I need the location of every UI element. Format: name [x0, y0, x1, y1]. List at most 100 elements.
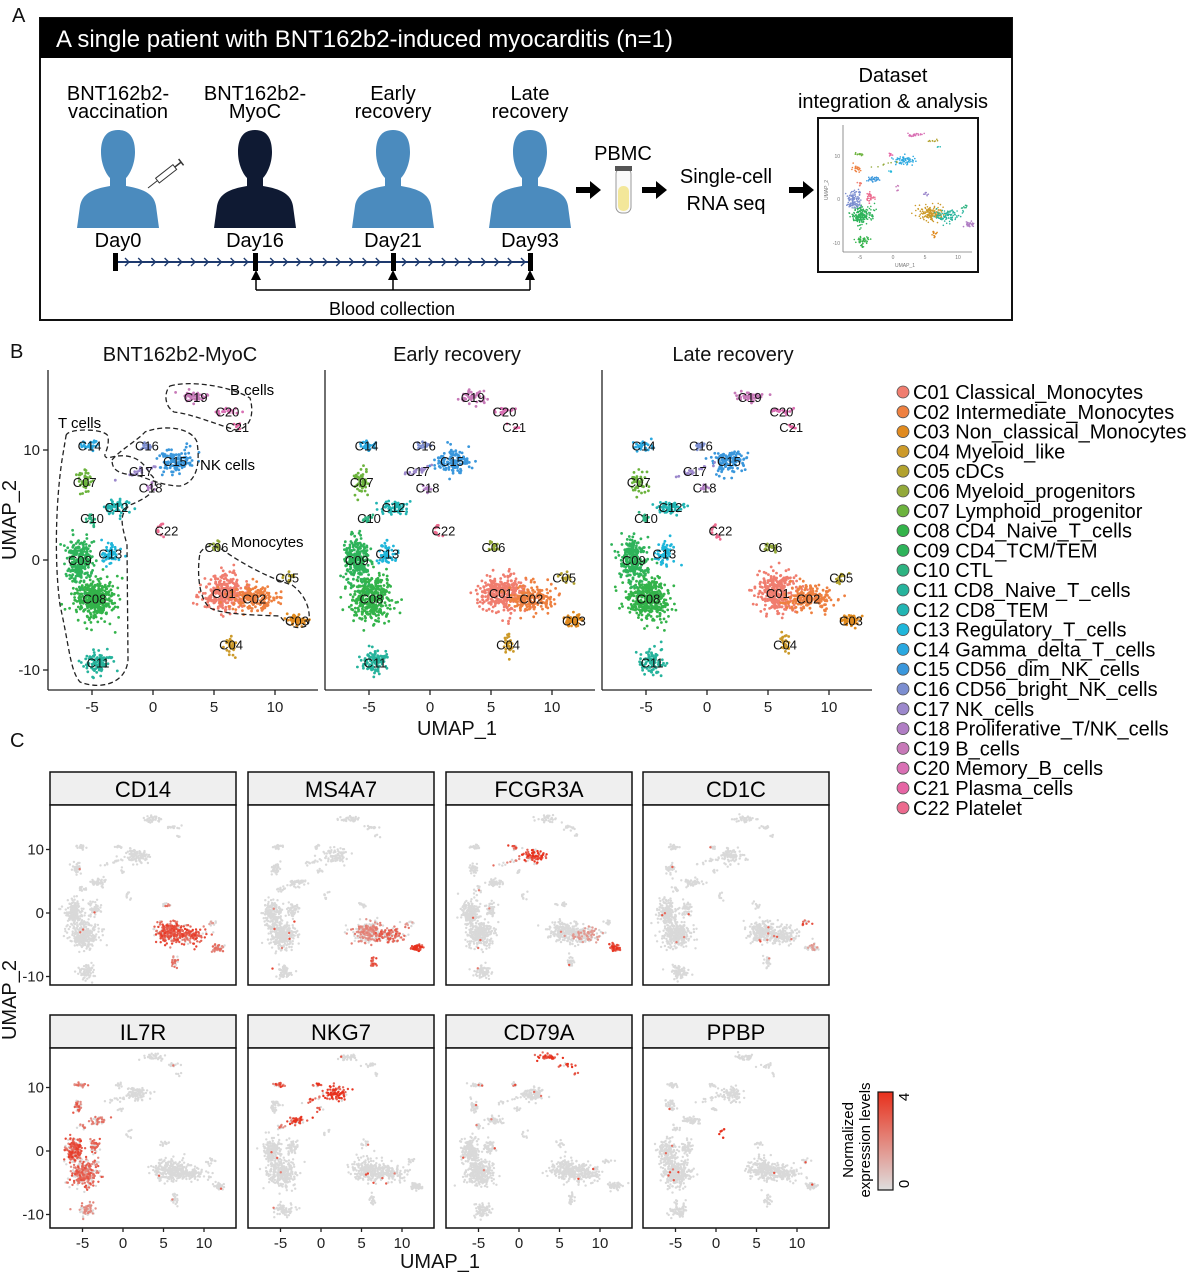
umap-point: [964, 207, 966, 209]
umap-point: [899, 157, 901, 160]
umap-point: [230, 579, 234, 582]
umap-point: [851, 213, 853, 216]
umap-point: [868, 195, 870, 197]
umap-point: [851, 197, 854, 199]
umap-point: [478, 600, 482, 604]
cluster-label: C12: [104, 500, 128, 515]
umap-point: [854, 201, 856, 203]
umap-point: [386, 584, 390, 587]
umap-point: [106, 541, 110, 545]
umap-point: [862, 241, 864, 243]
umap-point: [887, 162, 889, 164]
umap-point: [909, 158, 911, 160]
umap-point: [481, 594, 484, 598]
umap-point: [858, 240, 860, 242]
umap-point: [359, 537, 363, 540]
umap-point: [878, 179, 881, 181]
umap-point: [945, 218, 947, 221]
umap-point: [374, 584, 378, 588]
umap-point: [889, 171, 892, 173]
umap-point: [861, 219, 864, 221]
umap-point: [514, 577, 518, 581]
umap-point: [860, 240, 862, 242]
umap-point: [501, 619, 504, 622]
umap-point: [935, 217, 938, 219]
umap-point: [519, 606, 522, 609]
umap-point: [117, 594, 120, 597]
umap-point: [849, 215, 851, 218]
umap-point: [554, 587, 557, 590]
umap-point: [353, 534, 357, 538]
umap-point: [864, 215, 867, 218]
umap-point: [512, 588, 516, 592]
umap-point: [484, 581, 487, 585]
cluster-label: C15: [163, 454, 187, 469]
umap-point: [361, 610, 365, 614]
umap-point: [795, 579, 798, 583]
umap-point: [93, 585, 96, 589]
umap-point: [863, 211, 865, 213]
umap-point: [926, 194, 928, 196]
person-icon: [352, 130, 434, 228]
cluster-label: C18: [416, 480, 440, 495]
umap-point: [107, 590, 110, 594]
umap-point: [127, 510, 131, 514]
umap-point: [203, 591, 207, 595]
umap-point: [238, 597, 242, 601]
cluster-label: C20: [215, 405, 239, 420]
umap-point: [937, 206, 939, 209]
x-tick-label: 5: [487, 699, 495, 716]
umap-point: [877, 166, 879, 168]
umap-point: [858, 197, 860, 199]
umap-point: [158, 454, 162, 458]
umap-point: [923, 132, 925, 135]
umap-point: [405, 507, 408, 511]
umap-point: [110, 542, 113, 545]
inset-xtick: 0: [892, 255, 895, 261]
umap-point: [919, 210, 922, 212]
umap-point: [220, 576, 224, 579]
umap-point: [191, 601, 195, 605]
umap-point: [376, 649, 380, 653]
umap-point: [489, 579, 493, 583]
timepoint-label-line1: Late: [511, 83, 550, 105]
umap-point: [116, 586, 120, 590]
umap-point: [171, 470, 175, 474]
umap-point: [467, 445, 471, 448]
umap-point: [873, 178, 876, 181]
umap-point: [396, 600, 399, 604]
umap-point: [108, 599, 112, 603]
umap-point: [385, 613, 388, 617]
umap-point: [546, 591, 549, 595]
timepoint-label-line2: recovery: [492, 101, 569, 123]
umap-point: [865, 208, 868, 211]
umap-point: [356, 606, 360, 610]
umap-point: [811, 587, 814, 591]
umap-point: [931, 213, 934, 215]
umap-point: [359, 468, 363, 471]
umap-point: [873, 202, 876, 205]
umap-point: [868, 200, 870, 202]
umap-point: [83, 468, 87, 472]
umap-point: [902, 163, 905, 165]
umap-point: [924, 206, 926, 209]
umap-point: [385, 567, 388, 571]
umap-point: [524, 607, 527, 611]
umap-point: [904, 153, 906, 155]
umap-point: [557, 593, 561, 597]
umap-point: [118, 517, 122, 521]
umap-point: [857, 216, 859, 219]
umap-point: [942, 218, 944, 220]
cluster-label: C10: [80, 511, 104, 526]
umap-point: [345, 578, 349, 581]
inset-xlabel: UMAP_1: [895, 263, 915, 269]
umap-point: [854, 219, 856, 221]
umap-point: [941, 217, 943, 219]
umap-point: [912, 135, 915, 137]
umap-point: [87, 609, 91, 613]
umap-point: [852, 215, 855, 217]
umap-point: [869, 178, 871, 181]
umap-point: [941, 209, 944, 212]
